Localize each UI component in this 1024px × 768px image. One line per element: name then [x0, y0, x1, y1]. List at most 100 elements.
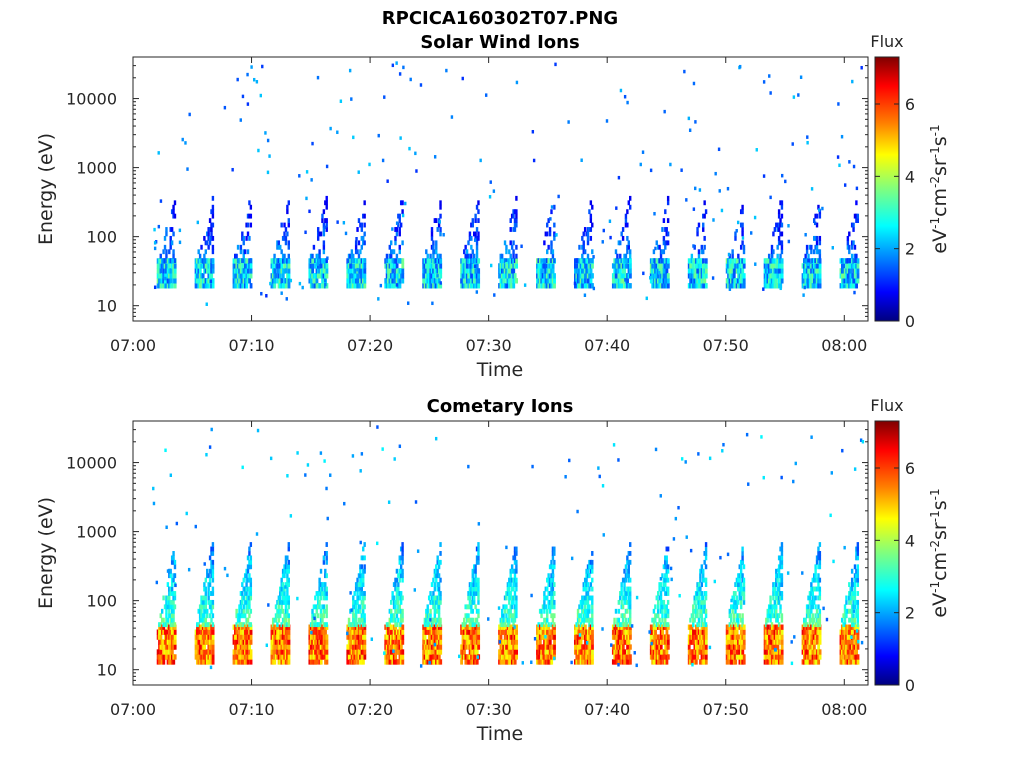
- heat-cell: [591, 613, 594, 619]
- heat-cell: [281, 573, 285, 579]
- heat-cell: [206, 240, 209, 246]
- heat-cell: [621, 629, 625, 635]
- heat-cell: [779, 218, 782, 224]
- heat-cell: [162, 649, 166, 655]
- heat-speckle: [433, 155, 437, 159]
- heat-cell: [436, 253, 439, 259]
- heat-cell: [582, 244, 585, 250]
- heat-cell: [353, 617, 356, 623]
- heat-cell: [238, 659, 242, 665]
- heat-cell: [471, 263, 475, 269]
- heat-cell: [626, 622, 629, 628]
- heat-cell: [692, 258, 695, 264]
- heat-cell: [550, 263, 554, 269]
- heat-cell: [283, 629, 287, 635]
- heat-cell: [591, 659, 594, 665]
- heat-cell: [433, 218, 437, 224]
- heat-cell: [583, 639, 587, 645]
- heat-cell: [210, 268, 214, 274]
- heat-cell: [656, 258, 660, 264]
- heat-cell: [509, 263, 513, 269]
- heat-cell: [392, 617, 396, 623]
- heat-cell: [735, 283, 739, 289]
- heat-cell: [472, 577, 476, 583]
- heat-cell: [613, 622, 616, 628]
- heat-cell: [763, 629, 767, 635]
- heat-cell: [239, 591, 243, 596]
- heat-cell: [318, 268, 322, 274]
- heat-cell: [425, 268, 428, 274]
- heat-cell: [427, 634, 431, 640]
- heat-cell: [739, 617, 743, 623]
- heat-cell: [249, 629, 253, 635]
- heat-cell: [687, 258, 691, 264]
- heat-cell: [309, 644, 313, 650]
- heat-cell: [460, 649, 463, 655]
- heat-cell: [502, 622, 505, 628]
- heat-cell: [732, 644, 736, 650]
- heat-cell: [423, 283, 427, 289]
- heat-cell: [578, 278, 582, 284]
- heat-cell: [652, 624, 656, 630]
- heat-cell: [586, 263, 590, 269]
- heat-speckle: [323, 225, 327, 230]
- heat-speckle: [683, 69, 686, 74]
- heat-cell: [803, 263, 806, 269]
- heat-cell: [460, 278, 463, 284]
- heat-cell: [505, 634, 509, 640]
- heat-cell: [662, 268, 666, 274]
- heat-speckle: [720, 208, 724, 213]
- heat-cell: [620, 258, 623, 264]
- heat-cell: [280, 639, 284, 645]
- heat-cell: [578, 649, 582, 655]
- heat-cell: [515, 577, 518, 583]
- heat-cell: [325, 595, 328, 601]
- heat-cell: [312, 278, 316, 284]
- heat-cell: [398, 227, 401, 232]
- heat-cell: [245, 268, 249, 274]
- heat-cell: [611, 634, 615, 640]
- heat-cell: [547, 273, 551, 279]
- heat-cell: [242, 577, 245, 583]
- heat-cell: [354, 629, 358, 635]
- heat-cell: [738, 591, 741, 596]
- heat-cell: [624, 218, 628, 224]
- heat-cell: [731, 278, 735, 284]
- heat-cell: [700, 649, 704, 655]
- heat-cell: [664, 263, 667, 269]
- heat-cell: [810, 249, 813, 255]
- heat-cell: [172, 551, 175, 556]
- heat-cell: [855, 278, 858, 284]
- heat-cell: [730, 278, 733, 284]
- heat-cell: [510, 564, 514, 570]
- heat-speckle: [355, 237, 358, 241]
- heat-cell: [325, 222, 328, 228]
- heat-cell: [651, 268, 655, 274]
- heat-cell: [576, 617, 580, 623]
- heat-cell: [197, 654, 201, 660]
- heat-cell: [429, 253, 432, 259]
- heat-cell: [173, 573, 177, 579]
- heat-cell: [279, 278, 282, 284]
- heat-speckle: [336, 130, 339, 135]
- heat-cell: [159, 263, 163, 269]
- heat-cell: [354, 654, 358, 660]
- heat-cell: [270, 258, 274, 264]
- heat-cell: [656, 649, 660, 655]
- heat-cell: [629, 591, 632, 596]
- heat-cell: [741, 634, 745, 640]
- heat-cell: [546, 231, 549, 237]
- heat-cell: [699, 613, 702, 619]
- heat-cell: [779, 258, 782, 264]
- heat-cell: [467, 273, 471, 279]
- heat-cell: [429, 268, 433, 274]
- heat-cell: [543, 258, 546, 264]
- heat-cell: [388, 629, 392, 635]
- heat-cell: [360, 577, 364, 583]
- heat-cell: [239, 624, 243, 630]
- heat-cell: [206, 608, 209, 614]
- heat-speckle: [549, 217, 552, 221]
- heat-cell: [248, 634, 252, 640]
- heat-speckle: [493, 293, 496, 297]
- heat-cell: [692, 639, 695, 645]
